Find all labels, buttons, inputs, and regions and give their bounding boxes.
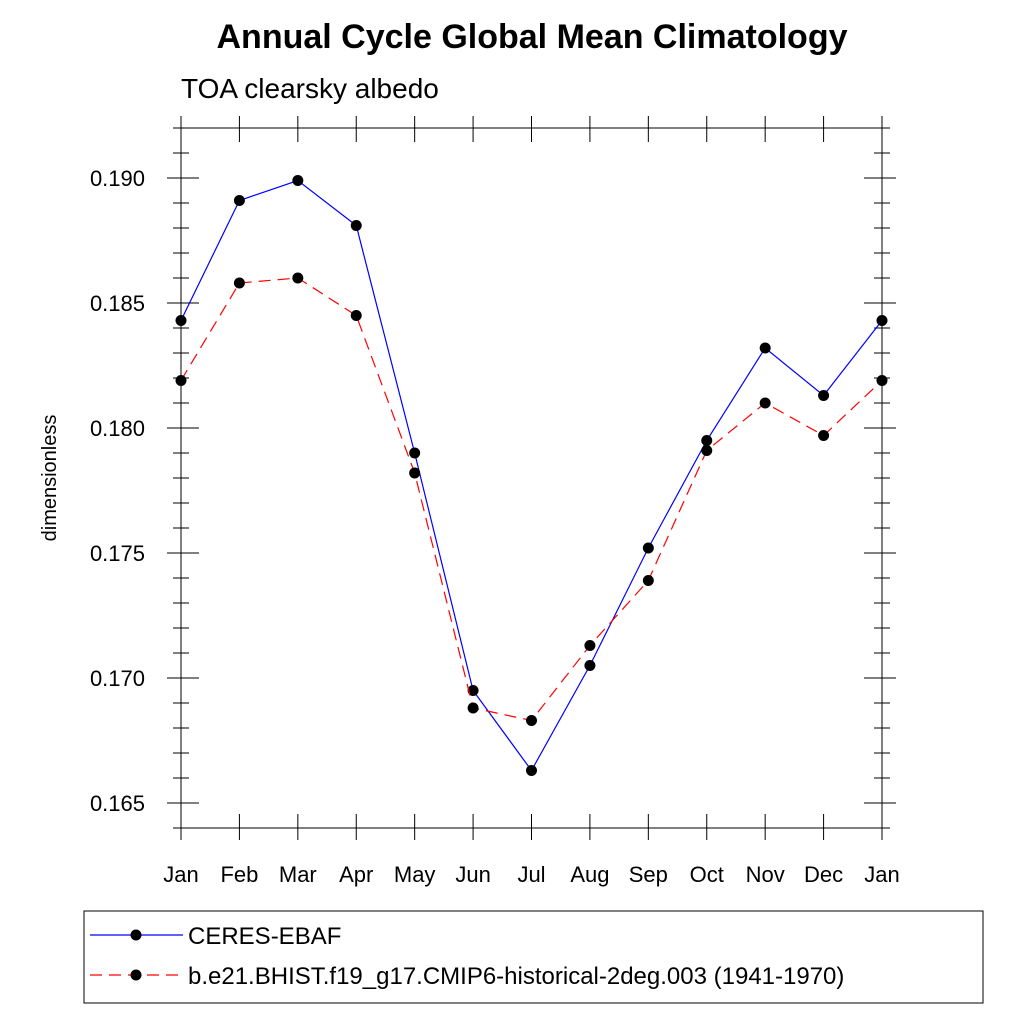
x-tick-label: Dec [804, 862, 843, 887]
data-point-series-2 [292, 272, 304, 284]
data-point-series-2 [701, 445, 713, 456]
x-tick-label: Sep [629, 862, 668, 887]
data-point-series-2 [642, 575, 654, 586]
data-point-series-1 [175, 315, 187, 326]
data-point-series-1 [233, 195, 245, 206]
data-point-series-2 [350, 310, 362, 321]
legend: CERES-EBAF b.e21.BHIST.f19_g17.CMIP6-hist… [83, 910, 984, 1004]
data-point-series-2 [818, 430, 830, 441]
plot-area: Jan Feb Mar Apr May Jun Jul Aug Sep Oct Nov Dec Jan 0… [90, 116, 900, 887]
y-tick-label: 0.190 [90, 166, 145, 191]
legend-marker-1 [130, 929, 142, 941]
legend-label-1: CERES-EBAF [188, 923, 341, 950]
x-tick-label: Jun [455, 862, 490, 887]
data-point-series-2 [526, 715, 537, 726]
data-point-series-2 [233, 277, 245, 289]
data-point-series-2 [409, 467, 421, 479]
x-tick-label: Oct [690, 862, 724, 887]
data-point-series-2 [467, 702, 479, 714]
data-point-series-2 [584, 640, 596, 651]
data-point-series-1 [467, 685, 479, 696]
data-point-series-1 [350, 220, 362, 231]
data-point-series-2 [759, 397, 771, 409]
x-tick-label: Jul [517, 862, 545, 887]
data-point-series-1 [818, 390, 830, 401]
y-tick-label: 0.185 [90, 291, 145, 316]
x-tick-label: Jan [163, 862, 198, 887]
chart-title: Annual Cycle Global Mean Climatology [217, 18, 848, 56]
x-tick-label: Jan [864, 862, 899, 887]
y-axis-label: dimensionless [39, 415, 61, 542]
legend-marker-2 [130, 969, 142, 981]
data-point-series-2 [876, 375, 888, 386]
data-point-series-1 [642, 542, 654, 554]
x-tick-label: Aug [570, 862, 609, 887]
data-point-series-1 [584, 660, 596, 671]
x-tick-label: Feb [220, 862, 258, 887]
x-tick-label: Apr [339, 862, 373, 887]
y-tick-label: 0.175 [90, 541, 145, 566]
series-line-2 [180, 277, 883, 722]
data-point-series-1 [526, 765, 537, 776]
data-point-series-1 [292, 175, 304, 186]
legend-label-2: b.e21.BHIST.f19_g17.CMIP6-historical-2de… [188, 963, 844, 990]
data-point-series-1 [759, 342, 771, 354]
y-tick-label: 0.165 [90, 791, 145, 816]
data-point-series-2 [175, 375, 187, 386]
y-tick-label: 0.170 [90, 666, 145, 691]
x-tick-label: Nov [746, 862, 785, 887]
series-line-1 [180, 179, 883, 772]
x-tick-label: Mar [279, 862, 317, 887]
chart-subtitle: TOA clearsky albedo [181, 73, 439, 104]
data-point-series-1 [876, 315, 888, 326]
data-point-series-1 [701, 435, 713, 446]
x-tick-label: May [394, 862, 436, 887]
y-tick-label: 0.180 [90, 416, 145, 441]
legend-box [83, 910, 984, 1004]
data-point-series-1 [409, 447, 421, 459]
